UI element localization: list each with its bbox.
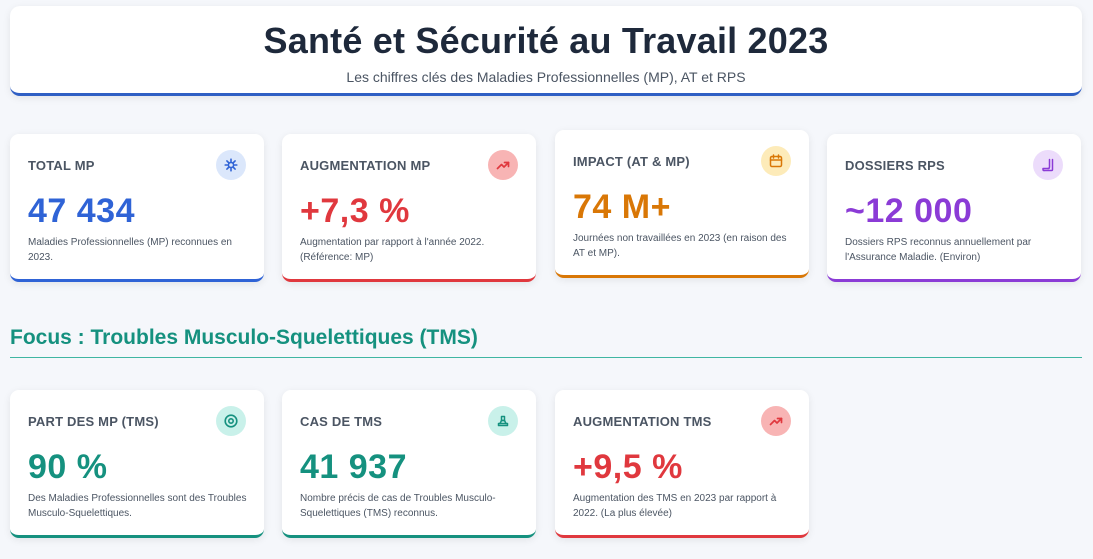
kpi-label: DOSSIERS RPS	[845, 158, 945, 173]
kpi-card-impact: IMPACT (AT & MP) 74 M+ Journées non trav…	[555, 130, 809, 278]
calendar-icon	[761, 146, 791, 176]
section-divider	[10, 357, 1082, 358]
kpi-label: AUGMENTATION TMS	[573, 414, 712, 429]
kpi-description: Journées non travaillées en 2023 (en rai…	[573, 233, 787, 259]
kpi-value: 47 434	[28, 192, 135, 230]
kpi-card-augmentation-mp: AUGMENTATION MP +7,3 % Augmentation par …	[282, 134, 536, 282]
kpi-label: IMPACT (AT & MP)	[573, 154, 690, 169]
section-title: Focus : Troubles Musculo-Squelettiques (…	[10, 326, 478, 349]
tms-card-cas-de-tms: CAS DE TMS 41 937 Nombre précis de cas d…	[282, 390, 536, 538]
kpi-description: Maladies Professionnelles (MP) reconnues…	[28, 237, 232, 263]
kpi-label: AUGMENTATION MP	[300, 158, 431, 173]
page-subtitle: Les chiffres clés des Maladies Professio…	[346, 69, 746, 85]
kpi-description: Dossiers RPS reconnus annuellement par l…	[845, 237, 1032, 263]
kpi-card-dossiers-rps: DOSSIERS RPS ~12 000 Dossiers RPS reconn…	[827, 134, 1081, 282]
kpi-value: +7,3 %	[300, 192, 410, 230]
tms-card-augmentation-tms: AUGMENTATION TMS +9,5 % Augmentation des…	[555, 390, 809, 538]
kpi-label: TOTAL MP	[28, 158, 95, 173]
kpi-value: 74 M+	[573, 188, 671, 226]
kpi-value: +9,5 %	[573, 448, 683, 486]
kpi-value: 90 %	[28, 448, 108, 486]
kpi-description: Augmentation par rapport à l'année 2022.…	[300, 237, 485, 263]
kpi-description: Nombre précis de cas de Troubles Musculo…	[300, 493, 496, 519]
page-header: Santé et Sécurité au Travail 2023 Les ch…	[10, 6, 1082, 96]
kpi-value: 41 937	[300, 448, 407, 486]
tms-card-part-des-mp: PART DES MP (TMS) 90 % Des Maladies Prof…	[10, 390, 264, 538]
file-icon	[1033, 150, 1063, 180]
virus-icon	[216, 150, 246, 180]
kpi-label: PART DES MP (TMS)	[28, 414, 159, 429]
stamp-icon	[488, 406, 518, 436]
kpi-description: Augmentation des TMS en 2023 par rapport…	[573, 493, 777, 519]
kpi-value: ~12 000	[845, 192, 973, 230]
page-title: Santé et Sécurité au Travail 2023	[263, 20, 829, 61]
kpi-description: Des Maladies Professionnelles sont des T…	[28, 493, 247, 519]
target-icon	[216, 406, 246, 436]
trending-up-icon	[761, 406, 791, 436]
kpi-label: CAS DE TMS	[300, 414, 383, 429]
kpi-card-total-mp: TOTAL MP 47 434 Maladies Professionnelle…	[10, 134, 264, 282]
trending-up-icon	[488, 150, 518, 180]
